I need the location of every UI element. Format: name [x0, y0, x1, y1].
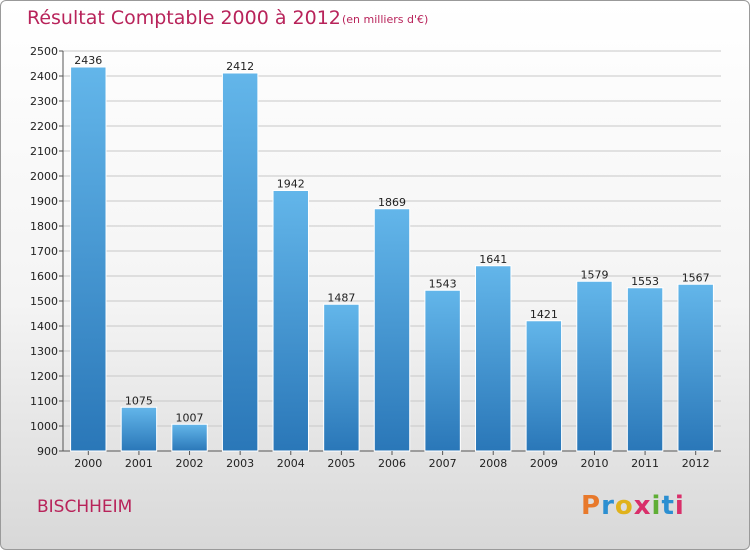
data-label-2008: 1641	[479, 253, 507, 266]
y-tick-label: 2500	[30, 45, 58, 58]
y-tick-label: 2300	[30, 95, 58, 108]
bar-2012	[677, 283, 714, 452]
x-tick-label-2012: 2012	[682, 457, 710, 470]
x-tick-labels: 2000 2001 2002 2003 2004 2005 2006 2007 2008 2009…	[74, 451, 710, 470]
city-name: BISCHHEIM	[37, 497, 133, 517]
x-tick-label-2003: 2003	[226, 457, 254, 470]
bar-2002	[171, 423, 208, 452]
bars	[70, 66, 714, 452]
bar-2008	[475, 265, 512, 452]
logo-letter: i	[674, 491, 685, 521]
logo-letter: o	[614, 491, 634, 521]
data-label-2009: 1421	[530, 308, 558, 321]
y-tick-label: 1600	[30, 270, 58, 283]
bar-2004	[272, 190, 309, 452]
x-tick-label-2000: 2000	[74, 457, 102, 470]
y-tick-label: 1500	[30, 295, 58, 308]
chart-subtitle: (en milliers d'€)	[342, 13, 429, 26]
data-label-2010: 1579	[580, 268, 608, 281]
data-labels: 2436 1075 1007 2412 1942 1487 1869 1543 1641 1421…	[74, 54, 709, 424]
y-tick-labels: 900 1000 1100 1200 1300 1400 1500 1600 1700 1800 1…	[30, 45, 58, 458]
y-tick-label: 1900	[30, 195, 58, 208]
chart-title: Résultat Comptable 2000 à 2012	[27, 7, 341, 29]
proxiti-logo: Proxiti	[581, 491, 685, 521]
logo-letter: r	[601, 491, 615, 521]
x-tick-label-2009: 2009	[530, 457, 558, 470]
bar-2005	[323, 303, 360, 452]
data-label-2003: 2412	[226, 60, 254, 73]
data-label-2000: 2436	[74, 54, 102, 67]
y-tick-label: 900	[37, 445, 58, 458]
y-tick-label: 1100	[30, 395, 58, 408]
logo-letter: x	[633, 491, 652, 521]
y-tick-label: 2000	[30, 170, 58, 183]
x-tick-label-2005: 2005	[327, 457, 355, 470]
logo-letter: P	[581, 491, 602, 521]
x-tick-label-2004: 2004	[277, 457, 305, 470]
x-tick-label-2010: 2010	[580, 457, 608, 470]
data-label-2002: 1007	[176, 411, 204, 424]
bar-2010	[576, 280, 613, 452]
y-tick-label: 1700	[30, 245, 58, 258]
y-tick-label: 2100	[30, 145, 58, 158]
bar-2006	[373, 208, 411, 452]
y-tick-label: 2400	[30, 70, 58, 83]
bar-2009	[525, 320, 563, 452]
x-tick-label-2006: 2006	[378, 457, 406, 470]
y-tick-label: 1200	[30, 370, 58, 383]
logo-letter: t	[661, 491, 675, 521]
x-tick-label-2001: 2001	[125, 457, 153, 470]
x-tick-label-2007: 2007	[429, 457, 457, 470]
y-tick-label: 1400	[30, 320, 58, 333]
x-tick-label-2002: 2002	[176, 457, 204, 470]
y-tick-label: 1300	[30, 345, 58, 358]
bar-2011	[626, 287, 664, 452]
bar-2001	[120, 406, 158, 452]
bar-2000	[70, 66, 107, 452]
bar-2003	[221, 72, 259, 452]
data-label-2011: 1553	[631, 275, 659, 288]
x-tick-label-2008: 2008	[479, 457, 507, 470]
data-label-2006: 1869	[378, 196, 406, 209]
bar-2007	[424, 289, 461, 452]
x-tick-label-2011: 2011	[631, 457, 659, 470]
y-tick-label: 1800	[30, 220, 58, 233]
y-tick-label: 1000	[30, 420, 58, 433]
data-label-2005: 1487	[327, 291, 355, 304]
data-label-2012: 1567	[682, 271, 710, 284]
data-label-2001: 1075	[125, 394, 153, 407]
data-label-2007: 1543	[429, 277, 457, 290]
data-label-2004: 1942	[277, 178, 305, 191]
logo-letter: i	[651, 491, 662, 521]
y-tick-label: 2200	[30, 120, 58, 133]
